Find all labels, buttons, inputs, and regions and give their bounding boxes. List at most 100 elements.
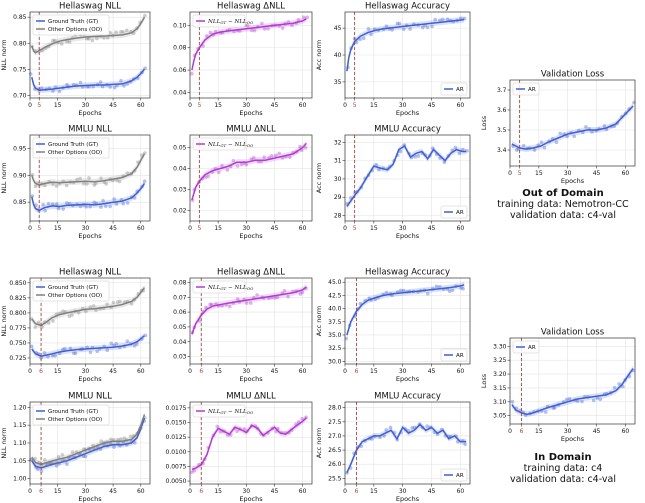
scatter-point bbox=[36, 320, 41, 325]
scatter-point bbox=[78, 80, 83, 85]
scatter-point bbox=[109, 341, 114, 346]
scatter-point bbox=[41, 202, 45, 207]
x-tick-label: 30 bbox=[564, 428, 572, 435]
scatter-point bbox=[70, 450, 75, 454]
legend-label: AR bbox=[528, 345, 536, 351]
scatter-point bbox=[56, 206, 61, 211]
x-tick-label: 45 bbox=[109, 102, 117, 109]
x-tick-label: 60 bbox=[622, 170, 630, 177]
series-line bbox=[191, 417, 307, 471]
x-tick-label: 0 bbox=[188, 488, 192, 495]
legend: Ground Truth (GT) Other Options (OO) bbox=[32, 280, 110, 302]
chart-title: Hellaswag Accuracy bbox=[365, 2, 450, 12]
scatter-point bbox=[39, 356, 43, 360]
legend: AR bbox=[512, 82, 540, 96]
scatter-point bbox=[410, 425, 414, 430]
scatter-point bbox=[218, 430, 223, 434]
scatter-point bbox=[433, 17, 437, 22]
scatter-point bbox=[117, 179, 122, 184]
legend: AR bbox=[440, 468, 468, 482]
y-tick-label: 3.15 bbox=[493, 385, 507, 392]
scatter-point bbox=[122, 436, 127, 440]
x-tick-label: 5 bbox=[518, 170, 522, 177]
in-domain-note: In Domain training data: c4 validation d… bbox=[488, 452, 638, 485]
y-tick-label: 1.10 bbox=[13, 440, 27, 447]
y-tick-label: 3.05 bbox=[493, 413, 507, 420]
scatter-point bbox=[135, 342, 139, 347]
x-tick-label: 30 bbox=[564, 170, 572, 177]
scatter-point bbox=[358, 301, 363, 306]
x-tick-label: 6 bbox=[39, 368, 43, 375]
y-tick-label: 42.5 bbox=[328, 292, 342, 299]
scatter-point bbox=[216, 170, 221, 175]
scatter-point bbox=[42, 351, 47, 355]
y-tick-label: 27.5 bbox=[328, 419, 342, 426]
legend-label: Other Options (OO) bbox=[48, 293, 102, 299]
x-tick-label: 45 bbox=[428, 488, 436, 495]
x-tick-label: 45 bbox=[593, 428, 601, 435]
x-tick-label: 0 bbox=[28, 488, 32, 495]
y-tick-label: 0.75 bbox=[13, 66, 27, 73]
scatter-point bbox=[114, 30, 118, 34]
y-axis-label: NLL norm bbox=[0, 39, 8, 70]
y-axis-label: Acc norm bbox=[315, 428, 323, 459]
y-axis-label: NLL norm bbox=[0, 305, 8, 336]
series-line bbox=[346, 423, 467, 474]
y-tick-label: 3.6 bbox=[497, 107, 507, 114]
y-tick-label: 0.0075 bbox=[166, 463, 187, 470]
x-tick-label: 30 bbox=[82, 225, 90, 232]
scatter-point bbox=[461, 286, 465, 291]
x-tick-label: 60 bbox=[457, 488, 465, 495]
scatter-point bbox=[33, 325, 38, 329]
scatter-point bbox=[67, 40, 72, 44]
scatter-point bbox=[39, 86, 44, 90]
scatter-point bbox=[118, 299, 122, 304]
x-tick-label: 30 bbox=[242, 488, 250, 495]
y-tick-label: 37.5 bbox=[328, 319, 342, 326]
scatter-point bbox=[252, 28, 257, 33]
scatter-point bbox=[580, 399, 584, 404]
x-axis-label: Epochs bbox=[561, 177, 585, 185]
scatter-point bbox=[543, 410, 548, 414]
x-axis-label: Epochs bbox=[396, 375, 420, 383]
confidence-band bbox=[31, 66, 145, 94]
y-tick-label: 1.20 bbox=[13, 404, 27, 411]
scatter-point bbox=[305, 15, 310, 20]
scatter-point bbox=[72, 351, 76, 355]
chart-id_hs_nll: 0 6 15 30 45 60 0.725 0.750 0.775 0.800 0.825 0.850… bbox=[0, 268, 151, 383]
x-tick-label: 0 bbox=[343, 102, 347, 109]
confidence-band bbox=[31, 284, 145, 329]
scatter-point bbox=[565, 134, 569, 139]
y-tick-label: 0.08 bbox=[173, 279, 187, 286]
chart-id_hs_acc: 0 6 15 30 45 60 30.0 32.5 35.0 37.5 40.0 42.5 45.0 He… bbox=[315, 268, 471, 383]
scatter-point bbox=[85, 182, 89, 186]
confidence-band bbox=[31, 180, 145, 214]
scatter-point bbox=[192, 469, 197, 473]
y-axis-label: Loss bbox=[480, 115, 488, 130]
legend-box bbox=[440, 468, 468, 482]
scatter-point bbox=[227, 304, 232, 309]
chart-id_mmlu_nll: 0 6 15 30 45 60 1.00 1.05 1.10 1.15 1.20 MMLU NLL Ep… bbox=[0, 392, 151, 503]
scatter-point bbox=[201, 44, 205, 48]
confidence-band bbox=[191, 140, 307, 204]
legend-box bbox=[512, 340, 540, 354]
series-line bbox=[31, 68, 146, 91]
x-tick-label: 15 bbox=[54, 102, 62, 109]
y-tick-label: 0.03 bbox=[173, 187, 187, 194]
scatter-point bbox=[461, 147, 465, 152]
scatter-point bbox=[111, 300, 116, 305]
scatter-point bbox=[612, 385, 617, 390]
legend: Ground Truth (GT) Other Options (OO) bbox=[32, 137, 110, 159]
legend: NLLGT − NLLOO bbox=[192, 280, 254, 294]
x-tick-label: 0 bbox=[343, 368, 347, 375]
y-tick-label: 0.775 bbox=[9, 325, 26, 332]
scatter-point bbox=[440, 17, 445, 22]
scatter-point bbox=[282, 288, 287, 293]
scatter-point bbox=[90, 38, 95, 43]
scatter-point bbox=[275, 295, 280, 300]
legend: Ground Truth (GT) Other Options (OO) bbox=[32, 14, 110, 36]
scatter-point bbox=[46, 354, 50, 359]
scatter-point bbox=[53, 38, 57, 43]
scatter-point bbox=[28, 72, 33, 76]
scatter-point bbox=[190, 71, 194, 76]
